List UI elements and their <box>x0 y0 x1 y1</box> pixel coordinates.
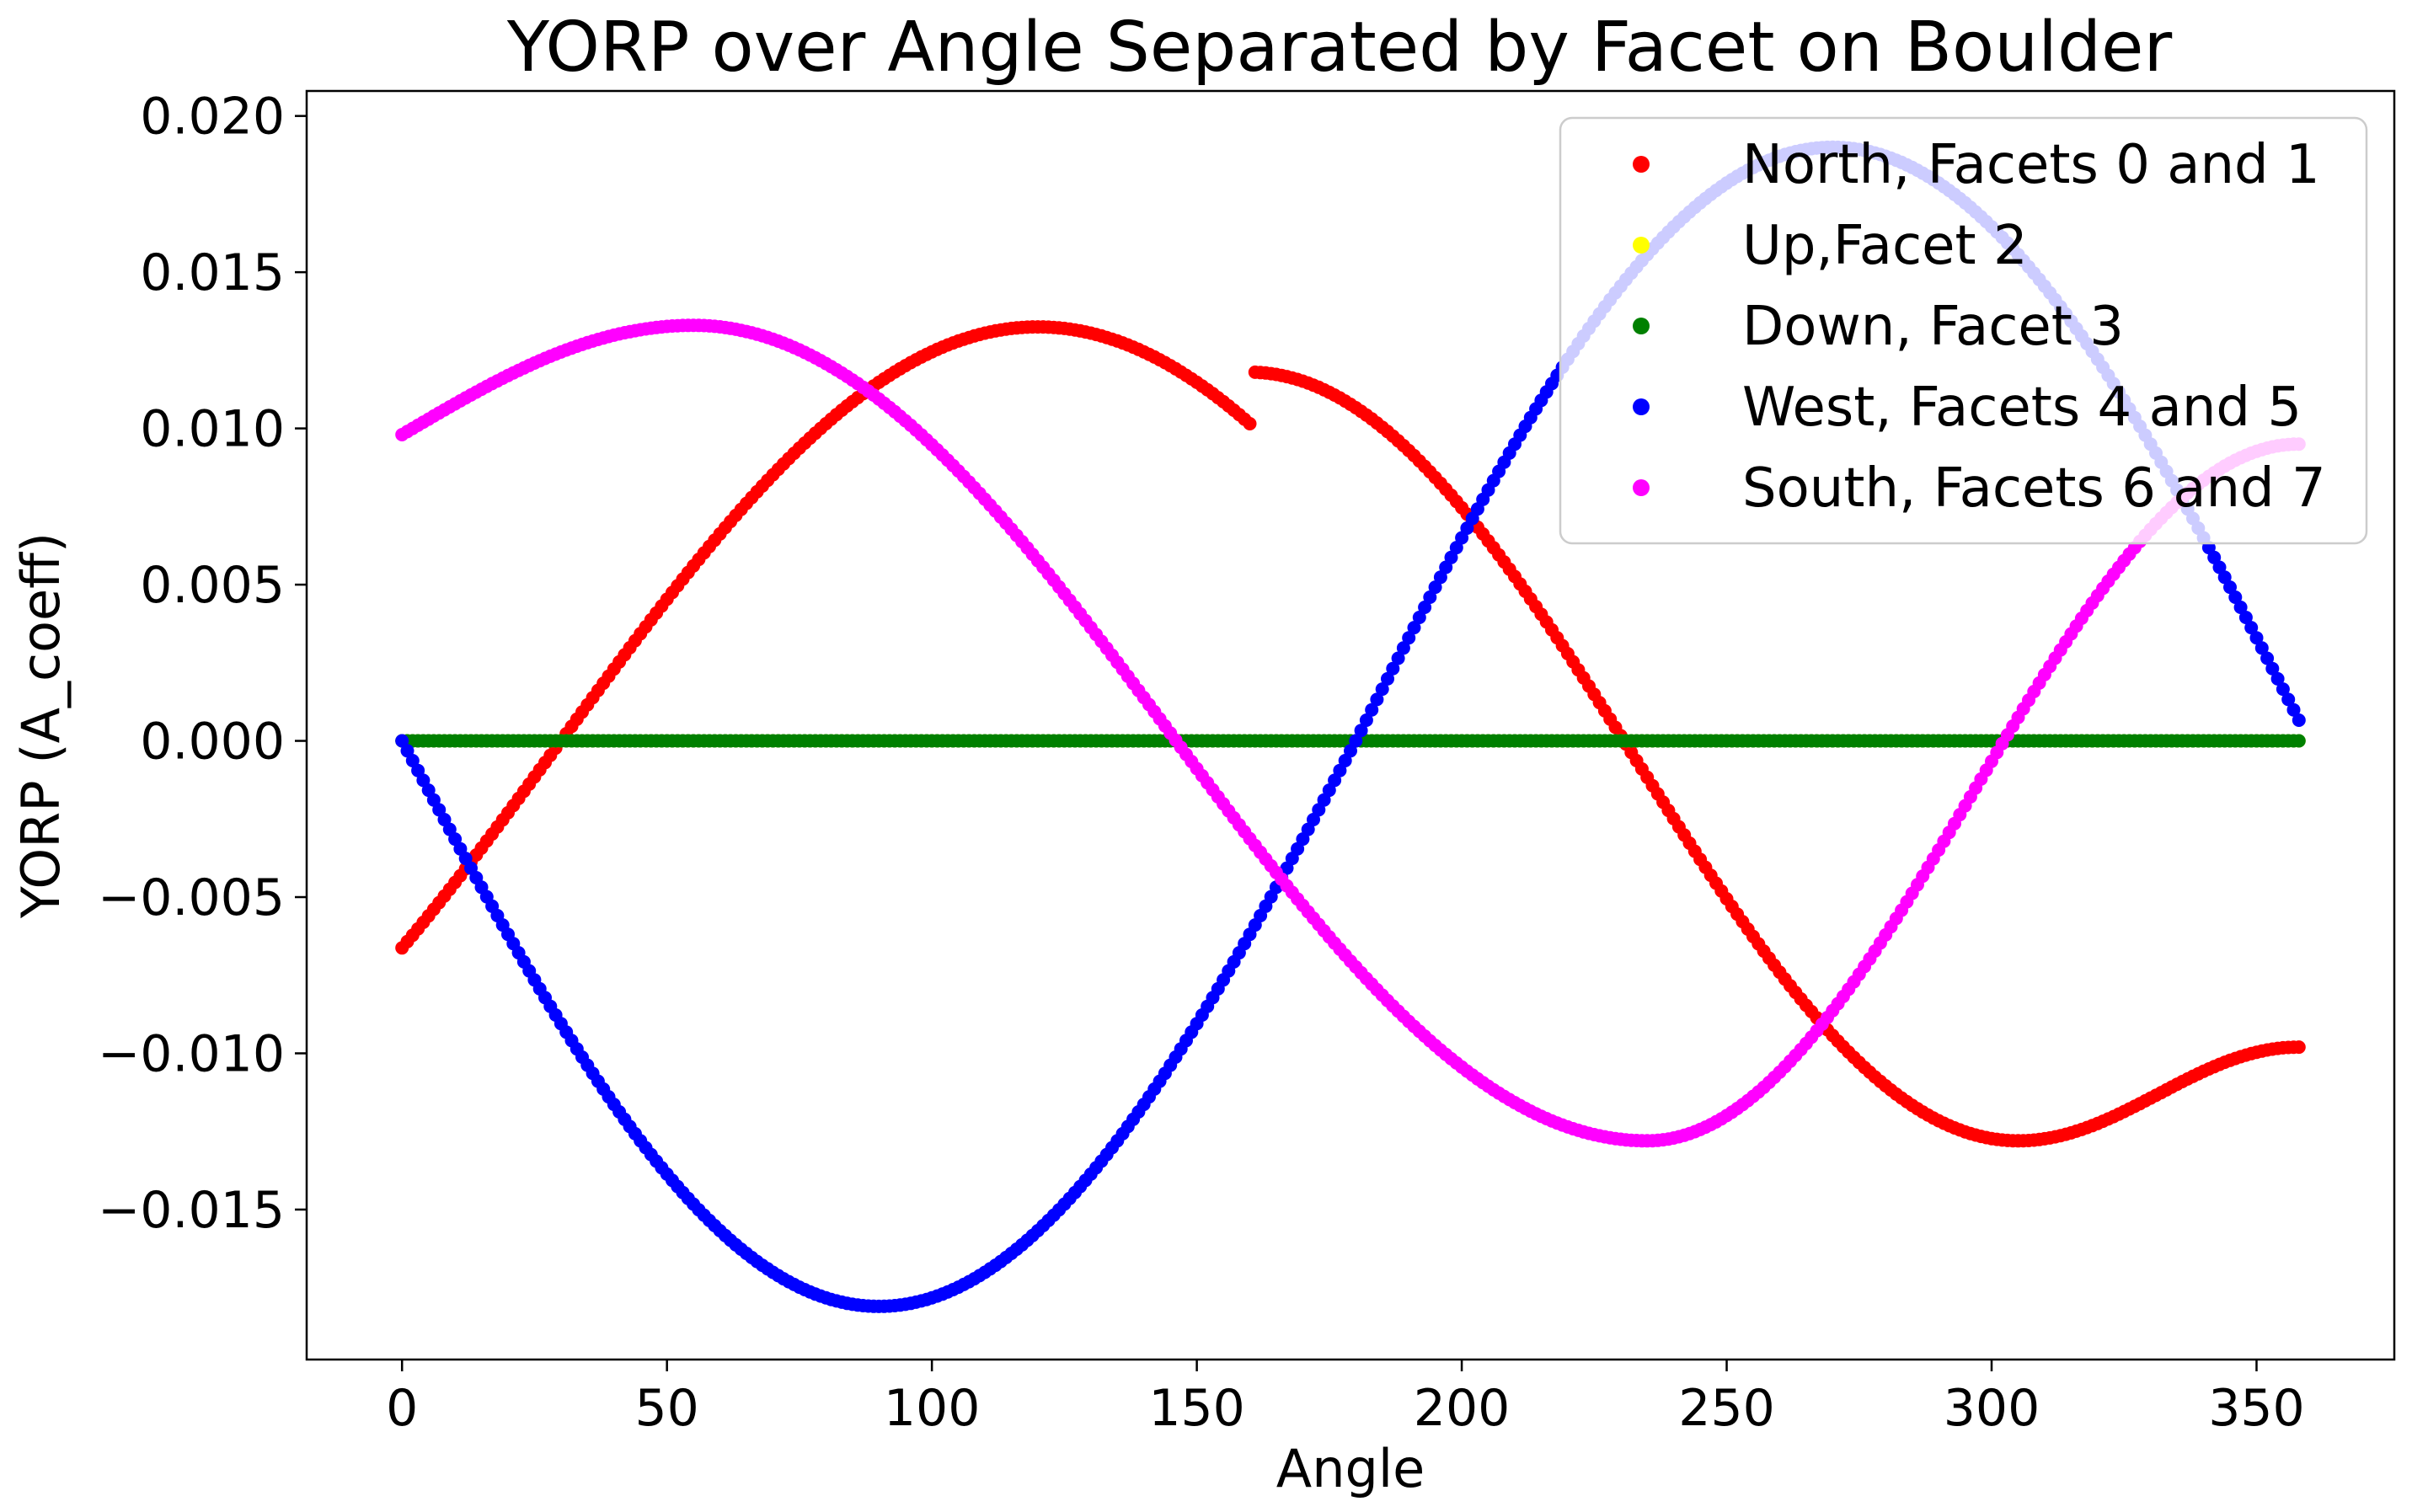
x-tick-label: 300 <box>1944 1379 2040 1438</box>
data-point <box>1365 703 1379 717</box>
y-tick-label: −0.005 <box>98 868 285 927</box>
legend-label: Down, Facet 3 <box>1742 296 2124 358</box>
data-point <box>1344 744 1357 758</box>
legend-label: South, Facets 6 and 7 <box>1742 457 2326 520</box>
data-point <box>1407 621 1421 635</box>
data-point <box>400 744 414 758</box>
data-point <box>2254 641 2269 655</box>
y-tick-label: 0.005 <box>140 556 285 615</box>
plot-frame <box>305 89 2396 1361</box>
data-point <box>2260 651 2275 665</box>
data-point <box>2281 692 2296 707</box>
legend-marker <box>1633 479 1650 496</box>
data-point <box>1243 417 1257 430</box>
data-point <box>1423 590 1437 604</box>
data-point <box>2212 560 2227 574</box>
data-point <box>2244 621 2259 635</box>
x-tick-label: 150 <box>1148 1379 1245 1438</box>
legend-marker <box>1633 237 1650 254</box>
data-point <box>2276 682 2290 697</box>
data-point <box>426 793 441 807</box>
data-point <box>411 763 425 777</box>
data-point <box>1439 560 1453 574</box>
x-tick-label: 50 <box>634 1379 698 1438</box>
data-point <box>2249 631 2264 645</box>
data-point <box>1322 783 1336 798</box>
data-point <box>2292 734 2306 748</box>
legend-label: North, Facets 0 and 1 <box>1742 134 2320 196</box>
y-tick-label: 0.020 <box>140 88 285 147</box>
data-point <box>2207 550 2222 564</box>
chart-title: YORP over Angle Separated by Facet on Bo… <box>506 8 2173 88</box>
data-point <box>2292 1040 2306 1055</box>
data-point <box>1328 773 1342 788</box>
data-point <box>1381 671 1394 686</box>
data-point <box>1402 631 1416 645</box>
y-tick-label: 0.000 <box>140 713 285 772</box>
x-axis: 0 50 100 150 200 250 300 350 <box>386 1360 2305 1438</box>
data-point <box>1418 601 1432 614</box>
data-point <box>2228 590 2243 604</box>
data-point <box>2233 601 2248 614</box>
x-tick-label: 250 <box>1678 1379 1775 1438</box>
data-point <box>2292 713 2306 727</box>
x-tick-label: 350 <box>2208 1379 2305 1438</box>
x-tick-label: 0 <box>386 1379 418 1438</box>
data-point <box>1391 651 1405 665</box>
y-axis-label: YORP (A_coeff) <box>10 532 72 919</box>
x-tick-label: 100 <box>884 1379 981 1438</box>
x-axis-label: Angle <box>1276 1438 1425 1499</box>
data-points <box>395 140 2306 1313</box>
data-point <box>1354 724 1368 738</box>
data-point <box>395 734 409 748</box>
data-point <box>2270 671 2285 686</box>
data-point <box>416 773 431 788</box>
data-point <box>1412 611 1426 624</box>
data-point <box>2238 611 2253 624</box>
data-point <box>2265 661 2280 676</box>
data-point <box>1386 661 1400 676</box>
legend: North, Facets 0 and 1 Up,Facet 2 Down, Fac… <box>1559 116 2368 545</box>
legend-label: Up,Facet 2 <box>1742 215 2028 277</box>
data-point <box>1349 734 1363 748</box>
data-point <box>2223 580 2237 595</box>
y-tick-label: 0.015 <box>140 243 285 302</box>
y-tick-label: −0.010 <box>98 1024 285 1083</box>
data-point <box>1312 803 1326 817</box>
legend-label: West, Facets 4 and 5 <box>1742 377 2302 439</box>
data-point <box>1444 550 1458 564</box>
data-point <box>405 754 420 767</box>
y-tick-label: −0.015 <box>98 1181 285 1240</box>
x-tick-label: 200 <box>1414 1379 1511 1438</box>
y-tick-label: 0.010 <box>140 400 285 459</box>
data-point <box>1333 763 1347 777</box>
data-point <box>2217 570 2232 585</box>
legend-marker <box>1633 156 1650 173</box>
data-point <box>1428 580 1442 595</box>
legend-marker <box>1633 318 1650 334</box>
data-point <box>1338 754 1352 767</box>
data-point <box>1359 713 1373 727</box>
legend-box <box>1559 116 2368 545</box>
y-axis: −0.015 −0.010 −0.005 0.000 0.005 0.010 0.015 0.… <box>98 88 307 1240</box>
data-point <box>1375 682 1389 697</box>
legend-marker <box>1633 398 1650 415</box>
data-point <box>1370 692 1384 707</box>
data-point <box>1433 570 1447 585</box>
data-point <box>2286 703 2301 717</box>
data-point <box>1396 641 1410 655</box>
